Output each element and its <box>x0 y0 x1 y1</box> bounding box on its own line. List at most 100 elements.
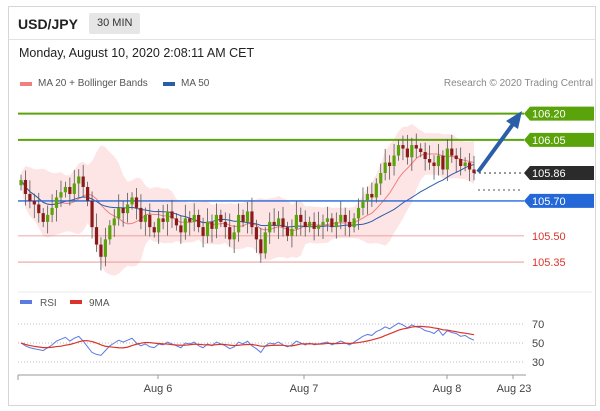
rsi-tick-30: 30 <box>532 357 544 369</box>
candle-body <box>77 176 81 184</box>
candle <box>112 208 116 237</box>
level-label-box <box>524 132 594 147</box>
candle-body <box>303 221 307 228</box>
candle-body <box>352 218 356 228</box>
candle <box>134 188 139 220</box>
level-label-text: 105.70 <box>532 196 566 208</box>
candle-body <box>250 211 254 228</box>
candle <box>268 212 272 244</box>
candle-body <box>32 200 36 205</box>
candle <box>72 169 76 202</box>
candle <box>303 210 307 237</box>
candle <box>370 182 374 207</box>
candle-body <box>188 218 192 222</box>
candle <box>37 192 41 223</box>
rsi-tick-50: 50 <box>532 338 544 350</box>
candle-body <box>152 227 156 233</box>
price-levels <box>18 112 524 263</box>
candle <box>259 227 263 263</box>
candle <box>316 211 321 237</box>
rsi-ma-swatch <box>70 300 82 304</box>
x-tick-label: Aug 8 <box>433 383 462 395</box>
candle-body <box>28 193 32 201</box>
rsi-tick-70: 70 <box>532 319 544 331</box>
candlesticks <box>19 133 476 271</box>
candle <box>32 193 36 219</box>
x-tick-label: Aug 7 <box>290 383 319 395</box>
candle-body <box>143 214 147 222</box>
rsi-swatch <box>20 300 32 304</box>
candle <box>214 203 219 239</box>
candle <box>432 155 436 180</box>
bollinger-band-area <box>21 123 474 276</box>
candle-body <box>232 232 236 240</box>
candle <box>241 209 245 228</box>
legend-ma50: MA 50 <box>163 78 209 89</box>
candle-body <box>401 145 405 149</box>
candle-body <box>201 227 205 236</box>
candle-body <box>117 207 121 219</box>
candle-body <box>383 162 387 173</box>
candle-body <box>361 200 365 208</box>
candle-body <box>459 159 463 167</box>
candle <box>210 214 214 243</box>
candle-body <box>334 221 338 228</box>
candle <box>459 147 463 176</box>
candle-body <box>179 225 183 233</box>
legend-label: MA 20 + Bollinger Bands <box>38 78 148 89</box>
candle <box>352 213 356 233</box>
candle <box>28 180 32 209</box>
candle <box>263 227 267 259</box>
candle-body <box>263 232 267 254</box>
candle <box>356 198 361 230</box>
candle-body <box>339 214 343 222</box>
datetime-label: Monday, August 10, 2020 2:08:11 AM CET <box>19 46 255 60</box>
candle <box>463 157 467 172</box>
candle-body <box>268 221 272 233</box>
candle <box>23 170 28 206</box>
legend-ma20-bollinger: MA 20 + Bollinger Bands <box>20 78 148 89</box>
candle <box>197 209 201 233</box>
candle-body <box>299 214 303 222</box>
candle <box>157 208 161 244</box>
candle-body <box>423 152 427 160</box>
candle <box>46 205 50 234</box>
candle <box>472 155 476 181</box>
level-label-text-support: 105.35 <box>532 257 566 269</box>
candle-body <box>99 244 103 257</box>
level-label-box <box>524 106 594 121</box>
candle <box>103 227 107 267</box>
level-label-box <box>524 166 594 180</box>
candle <box>223 212 227 239</box>
candle <box>383 148 387 181</box>
candle-body <box>467 162 472 170</box>
candle <box>143 207 147 236</box>
ma20-swatch <box>20 81 32 86</box>
candle <box>68 177 72 206</box>
candle <box>325 206 330 232</box>
candle-body <box>223 221 227 228</box>
candle-body <box>450 148 454 156</box>
candle-body <box>72 183 76 194</box>
candle-body <box>112 218 116 226</box>
research-credit: Research © 2020 Trading Central <box>443 78 593 89</box>
candle-body <box>414 145 418 149</box>
candle-body <box>210 221 214 229</box>
candle-body <box>103 239 107 257</box>
candle-body <box>148 214 152 228</box>
candle <box>125 192 130 223</box>
candle-body <box>228 227 232 240</box>
candle <box>152 221 156 238</box>
candle-body <box>174 218 179 226</box>
candle-body <box>410 145 414 158</box>
candle-body <box>316 225 321 229</box>
timeframe-badge[interactable]: 30 MIN <box>89 13 141 34</box>
candle <box>192 203 196 232</box>
candle <box>294 201 298 237</box>
candle <box>19 174 23 191</box>
candle-body <box>94 227 99 245</box>
candle-body <box>445 148 449 170</box>
candle <box>365 186 370 215</box>
candle-body <box>68 186 72 194</box>
level-label-text-support: 105.50 <box>532 231 566 243</box>
